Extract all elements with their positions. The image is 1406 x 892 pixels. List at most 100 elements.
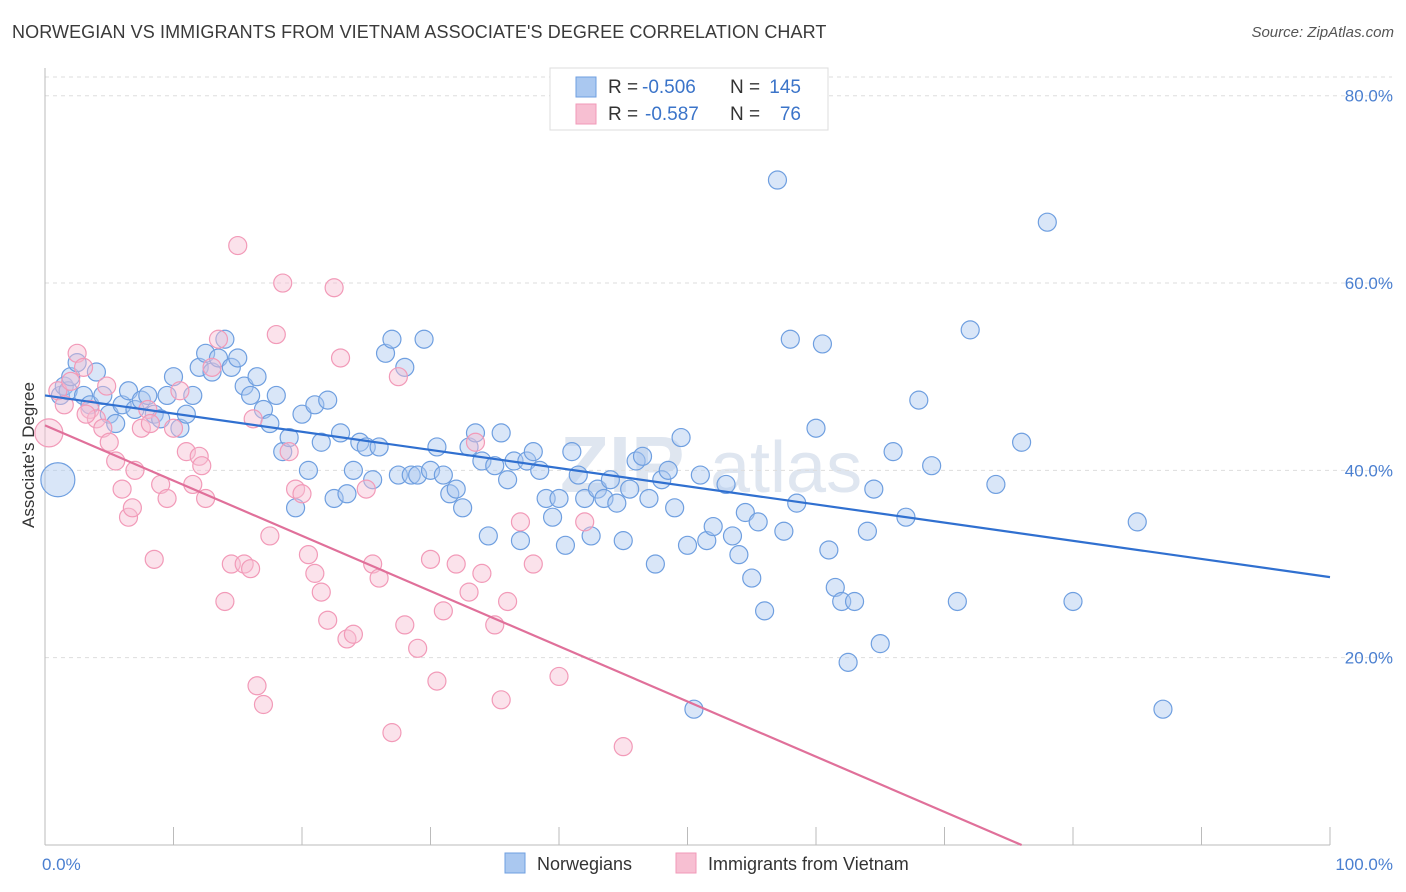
norwegian-point: [658, 460, 678, 480]
norwegian-point: [517, 451, 537, 471]
norwegian-point: [767, 170, 788, 190]
norwegian-point: [408, 465, 428, 485]
norwegian-point: [151, 409, 171, 429]
norwegian-point: [857, 521, 878, 541]
norwegian-point: [587, 479, 608, 499]
vietnam-point: [192, 456, 212, 476]
vietnam-point: [131, 418, 151, 438]
norwegian-point: [106, 413, 126, 434]
norwegian-point: [202, 362, 222, 382]
vietnam-point: [273, 273, 293, 293]
norwegian-point: [118, 381, 139, 401]
norwegian-point: [260, 413, 280, 434]
norwegian-point: [292, 404, 312, 424]
norwegian-point: [690, 465, 710, 485]
norwegian-point: [742, 568, 762, 588]
data-points: [34, 170, 1173, 757]
norwegian-point: [947, 591, 967, 612]
legend-swatch-norwegians: [504, 852, 526, 874]
norwegian-point: [453, 498, 473, 518]
norwegian-point: [729, 545, 749, 565]
legend-label-norwegians: Norwegians: [537, 854, 632, 874]
vietnam-point: [330, 348, 351, 368]
vietnam-point: [122, 498, 142, 518]
norwegian-point: [774, 521, 794, 541]
stats-n-value-2: 76: [780, 104, 801, 125]
norwegian-point: [279, 427, 299, 448]
vietnam-point: [247, 676, 267, 696]
stats-n-label-1: N =: [730, 77, 760, 98]
norwegian-point: [491, 423, 511, 443]
norwegian-point: [395, 357, 415, 377]
vietnam-point: [465, 432, 486, 452]
norwegian-point: [215, 329, 235, 349]
vietnam-point: [459, 582, 479, 602]
norwegian-point: [838, 652, 858, 672]
vietnam-point: [112, 479, 132, 499]
norwegian-point: [375, 343, 396, 363]
norwegian-point: [273, 442, 293, 462]
norwegian-point: [138, 385, 158, 406]
stats-r-label-2: R =: [608, 104, 638, 125]
norwegian-point: [735, 502, 755, 523]
norwegian-point: [922, 456, 942, 476]
norwegian-point: [221, 357, 241, 377]
stats-n-label-2: N =: [730, 104, 760, 125]
norwegian-point: [324, 488, 344, 509]
vietnam-point: [279, 442, 299, 462]
norwegian-point: [620, 479, 640, 499]
norwegian-point: [241, 385, 261, 406]
vietnam-point: [253, 694, 274, 715]
norwegian-point: [485, 456, 505, 476]
norwegian-point: [311, 432, 331, 452]
vietnam-point: [523, 554, 543, 574]
norwegian-point: [208, 348, 229, 368]
norwegian-point: [363, 470, 383, 490]
x-tick-label-end: 100.0%: [1335, 855, 1393, 874]
vietnam-point: [163, 418, 184, 438]
vietnam-point: [388, 367, 408, 387]
norwegian-point: [234, 376, 254, 396]
norwegian-point: [1127, 512, 1147, 532]
norwegian-point: [812, 334, 833, 354]
vietnam-point: [408, 638, 428, 658]
norwegian-point: [568, 465, 588, 485]
norwegian-trend-line: [44, 394, 1331, 579]
norwegian-point: [1153, 699, 1173, 719]
chart-title: NORWEGIAN VS IMMIGRANTS FROM VIETNAM ASS…: [12, 22, 827, 42]
norwegian-point: [285, 498, 306, 518]
norwegian-point: [632, 446, 653, 466]
vietnam-point: [61, 371, 81, 391]
vietnam-point: [99, 432, 119, 452]
norwegian-point: [298, 460, 319, 480]
vietnam-point: [356, 479, 376, 499]
norwegian-point: [343, 460, 363, 480]
vietnam-point: [202, 357, 222, 377]
norwegian-point: [825, 577, 845, 598]
norwegian-point: [247, 367, 267, 387]
norwegian-point: [883, 442, 903, 462]
vietnam-point: [472, 563, 492, 583]
norwegian-point: [542, 507, 563, 527]
vietnam-point: [106, 451, 126, 471]
vietnam-point: [215, 591, 235, 612]
vietnam-point: [54, 395, 74, 415]
vietnam-point: [48, 381, 68, 401]
norwegian-point: [697, 531, 717, 551]
norwegian-point: [427, 437, 447, 457]
vietnam-point: [318, 610, 338, 630]
y-tick-label: 40.0%: [1345, 461, 1393, 480]
norwegian-point: [414, 329, 434, 349]
norwegian-point: [170, 418, 190, 438]
vietnam-point: [420, 549, 441, 569]
vietnam-point: [510, 512, 531, 532]
chart-source: Source: ZipAtlas.com: [1251, 24, 1394, 41]
vietnam-point: [498, 591, 518, 612]
norwegian-point: [703, 516, 723, 537]
stats-swatch-norwegians: [575, 76, 597, 98]
stats-r-value-2: -0.587: [645, 104, 699, 125]
norwegian-point: [318, 390, 338, 410]
norwegian-point: [1063, 591, 1083, 612]
stats-n-value-1: 145: [769, 77, 801, 98]
norwegian-point: [555, 535, 576, 555]
